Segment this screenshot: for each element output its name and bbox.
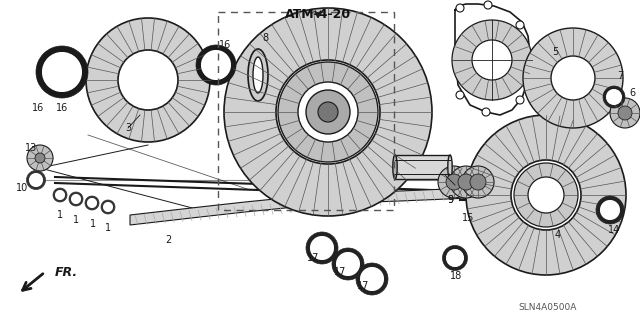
Text: 3: 3 xyxy=(125,123,131,133)
Text: ATM-4-20: ATM-4-20 xyxy=(285,8,351,21)
Text: 1: 1 xyxy=(105,223,111,233)
Text: 10: 10 xyxy=(16,183,28,193)
Circle shape xyxy=(516,96,524,104)
Circle shape xyxy=(306,90,350,134)
Circle shape xyxy=(86,18,210,142)
Bar xyxy=(395,155,450,179)
Circle shape xyxy=(55,190,65,200)
Text: 16: 16 xyxy=(56,103,68,113)
Circle shape xyxy=(610,98,640,128)
Text: 13: 13 xyxy=(25,143,37,153)
Circle shape xyxy=(360,267,384,291)
Circle shape xyxy=(472,40,512,80)
Text: 5: 5 xyxy=(552,47,558,57)
Circle shape xyxy=(523,28,623,128)
Circle shape xyxy=(600,200,620,220)
Circle shape xyxy=(336,252,360,276)
Circle shape xyxy=(484,1,492,9)
Circle shape xyxy=(528,177,564,213)
Polygon shape xyxy=(130,188,470,225)
Circle shape xyxy=(224,8,432,216)
Ellipse shape xyxy=(253,57,263,93)
Circle shape xyxy=(452,20,532,100)
Text: 6: 6 xyxy=(629,88,635,98)
Text: 4: 4 xyxy=(555,230,561,240)
Circle shape xyxy=(87,198,97,208)
Circle shape xyxy=(482,108,490,116)
Text: 18: 18 xyxy=(450,271,462,281)
Circle shape xyxy=(514,163,578,227)
Circle shape xyxy=(511,160,581,230)
Circle shape xyxy=(103,202,113,212)
Circle shape xyxy=(551,56,595,100)
Circle shape xyxy=(606,89,622,105)
Text: 2: 2 xyxy=(165,235,171,245)
Circle shape xyxy=(71,194,81,204)
Circle shape xyxy=(278,62,378,162)
Text: 1: 1 xyxy=(90,219,96,229)
Circle shape xyxy=(470,174,486,190)
Circle shape xyxy=(438,166,470,198)
Circle shape xyxy=(27,145,53,171)
Circle shape xyxy=(298,82,358,142)
Circle shape xyxy=(276,60,380,164)
Text: 7: 7 xyxy=(617,71,623,81)
Text: 17: 17 xyxy=(307,253,319,263)
Circle shape xyxy=(516,21,524,29)
Circle shape xyxy=(450,166,482,198)
Circle shape xyxy=(29,173,43,187)
Text: SLN4A0500A: SLN4A0500A xyxy=(519,303,577,313)
Circle shape xyxy=(446,174,462,190)
Circle shape xyxy=(456,91,464,99)
Text: 8: 8 xyxy=(262,33,268,43)
Circle shape xyxy=(318,102,338,122)
Text: 17: 17 xyxy=(334,267,346,277)
Circle shape xyxy=(446,249,464,267)
Circle shape xyxy=(466,115,626,275)
Text: 1: 1 xyxy=(57,210,63,220)
Text: 9: 9 xyxy=(447,195,453,205)
Text: 16: 16 xyxy=(219,40,231,50)
Text: 14: 14 xyxy=(608,225,620,235)
Circle shape xyxy=(118,50,178,110)
Text: 16: 16 xyxy=(32,103,44,113)
Circle shape xyxy=(456,4,464,12)
Ellipse shape xyxy=(448,155,452,179)
Circle shape xyxy=(462,166,494,198)
Circle shape xyxy=(201,50,231,80)
Text: 15: 15 xyxy=(462,213,474,223)
Circle shape xyxy=(458,174,474,190)
Ellipse shape xyxy=(248,49,268,101)
Circle shape xyxy=(35,153,45,163)
Text: 1: 1 xyxy=(73,215,79,225)
Circle shape xyxy=(310,236,334,260)
Circle shape xyxy=(524,54,532,62)
Ellipse shape xyxy=(393,155,397,179)
Circle shape xyxy=(618,106,632,120)
Text: 17: 17 xyxy=(357,281,369,291)
Circle shape xyxy=(42,52,82,92)
Text: 9: 9 xyxy=(447,195,453,205)
Text: FR.: FR. xyxy=(55,265,78,278)
